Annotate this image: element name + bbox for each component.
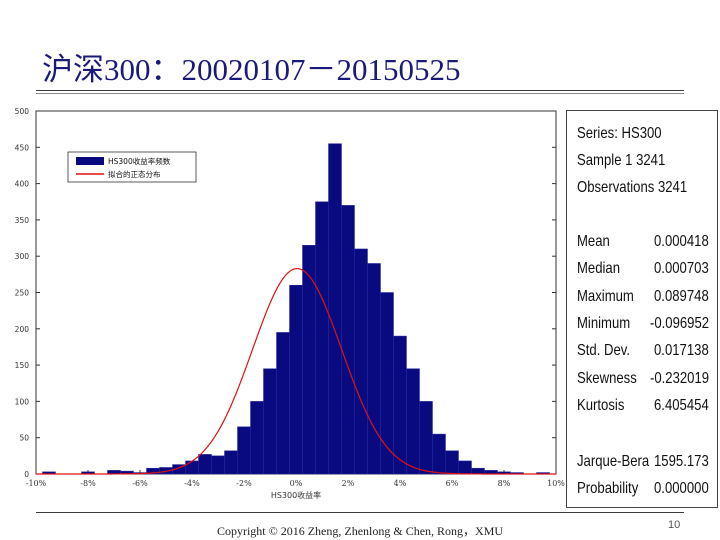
title-underline-secondary [36, 93, 684, 94]
histogram-bar [354, 248, 368, 475]
stats-label: Jarque-Bera [577, 453, 650, 470]
histogram-bar [289, 284, 303, 475]
x-tick-label: 0% [290, 479, 303, 488]
histogram-bar [302, 245, 316, 475]
x-tick-label: 10% [547, 479, 565, 488]
histogram-bar [341, 205, 355, 475]
y-tick-label: 50 [19, 434, 29, 443]
x-tick-label: -8% [80, 479, 96, 488]
histogram-bar [458, 460, 472, 475]
x-tick-label: -6% [132, 479, 148, 488]
y-tick-label: 0 [24, 470, 29, 479]
stats-value: -0.096952 [649, 314, 709, 332]
normal-fit-curve [36, 267, 556, 475]
histogram-bar [237, 426, 251, 475]
normal-curve-layer [36, 267, 556, 475]
histogram-bar [471, 467, 485, 475]
stats-sample: Sample 1 3241 [577, 152, 666, 169]
histogram-bar [224, 450, 238, 475]
copyright-text: Copyright © 2016 Zheng, Zhenlong & Chen,… [216, 524, 504, 538]
histogram-bars [42, 143, 550, 475]
y-tick-label: 150 [15, 361, 30, 370]
y-tick-label: 400 [15, 180, 30, 189]
y-tick-label: 450 [15, 143, 30, 152]
x-tick-label: -10% [26, 479, 47, 488]
histogram-bar [367, 263, 381, 475]
histogram-bar [276, 332, 290, 475]
histogram-bar [393, 335, 407, 475]
legend-label-curve: 拟合的正态分布 [108, 169, 161, 179]
histogram-bar [419, 401, 433, 475]
stats-label: Median [577, 260, 621, 278]
histogram-bar [315, 201, 329, 475]
slide-title: 沪深300：20020107－20150525 [42, 52, 461, 87]
x-tick-label: -2% [236, 479, 252, 488]
stats-label: Kurtosis [577, 396, 625, 414]
y-tick-label: 500 [15, 107, 30, 116]
stats-value: 6.405454 [654, 396, 709, 414]
x-tick-label: -4% [184, 479, 200, 488]
stats-value: 0.000000 [654, 480, 709, 497]
histogram-bar [406, 368, 420, 475]
stats-value: 1595.173 [654, 453, 709, 470]
histogram-bar [445, 450, 459, 475]
stats-label: Std. Dev. [577, 342, 630, 360]
y-tick-label: 250 [15, 289, 30, 298]
histogram-bar [198, 454, 212, 475]
y-tick-label: 350 [15, 216, 30, 225]
legend-bar-swatch [76, 157, 104, 165]
x-tick-label: 4% [394, 479, 407, 488]
histogram-bar [250, 401, 264, 475]
stats-observations: Observations 3241 [577, 179, 688, 196]
stats-label: Skewness [577, 369, 637, 387]
y-tick-label: 300 [15, 252, 30, 261]
y-tick-label: 100 [15, 397, 30, 406]
stats-value: 0.000418 [654, 233, 709, 250]
title-underline [36, 90, 684, 91]
x-tick-label: 6% [446, 479, 459, 488]
stats-label: Minimum [577, 314, 631, 332]
x-tick-label: 2% [342, 479, 355, 488]
stats-label: Probability [577, 480, 639, 497]
statistics-panel: Series: HS300 Sample 1 3241 Observations… [566, 110, 718, 508]
x-tick-label: 8% [498, 479, 511, 488]
histogram-bar [211, 455, 225, 475]
histogram-bar [328, 143, 342, 475]
stats-value: 0.089748 [654, 287, 709, 305]
stats-series: Series: HS300 [577, 125, 662, 142]
legend-label-bars: HS300收益率频数 [108, 156, 171, 166]
page-number: 10 [668, 519, 681, 531]
stats-value: 0.000703 [654, 260, 709, 278]
stats-value: 0.017138 [654, 342, 709, 360]
stats-label: Mean [577, 233, 610, 250]
stats-label: Maximum [577, 287, 634, 305]
stats-value: -0.232019 [649, 369, 709, 387]
histogram-chart: 0 50 100 150 200 250 300 350 400 450 500 -10% -8% -6%… [15, 107, 566, 500]
histogram-bar [185, 460, 199, 475]
histogram-bar [432, 433, 446, 475]
x-axis-label: HS300收益率 [271, 490, 321, 500]
footer-divider [36, 512, 684, 513]
histogram-bar [263, 368, 277, 475]
y-tick-label: 200 [15, 325, 30, 334]
